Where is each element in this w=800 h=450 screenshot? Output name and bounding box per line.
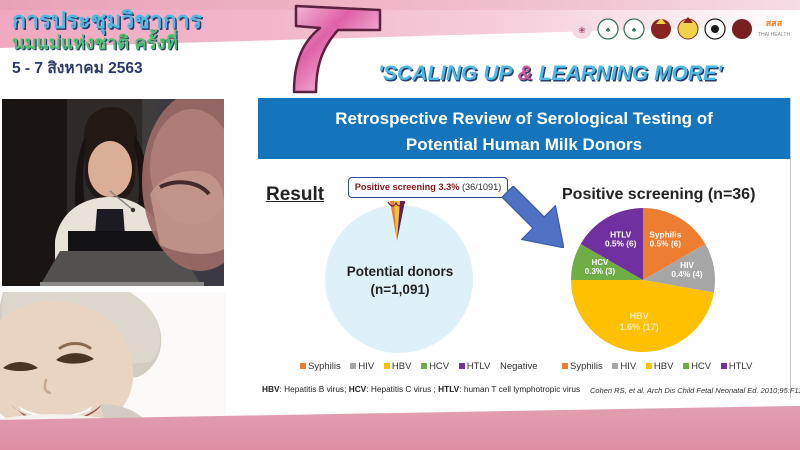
svg-text:HCV: HCV bbox=[591, 258, 609, 267]
svg-text:♣: ♣ bbox=[606, 27, 611, 34]
svg-text:0.3% (3): 0.3% (3) bbox=[585, 267, 616, 276]
svg-text:0.5% (6): 0.5% (6) bbox=[650, 239, 682, 249]
svg-text:สสส: สสส bbox=[766, 18, 783, 28]
svg-text:1.6% (17): 1.6% (17) bbox=[620, 322, 659, 332]
svg-text:0.4% (4): 0.4% (4) bbox=[671, 269, 703, 279]
svg-text:❀: ❀ bbox=[578, 25, 586, 35]
svg-text:THAI HEALTH: THAI HEALTH bbox=[758, 32, 791, 38]
svg-text:HBV: HBV bbox=[630, 311, 649, 321]
svg-text:0.5% (6): 0.5% (6) bbox=[605, 239, 637, 249]
svg-text:♣: ♣ bbox=[632, 27, 637, 34]
